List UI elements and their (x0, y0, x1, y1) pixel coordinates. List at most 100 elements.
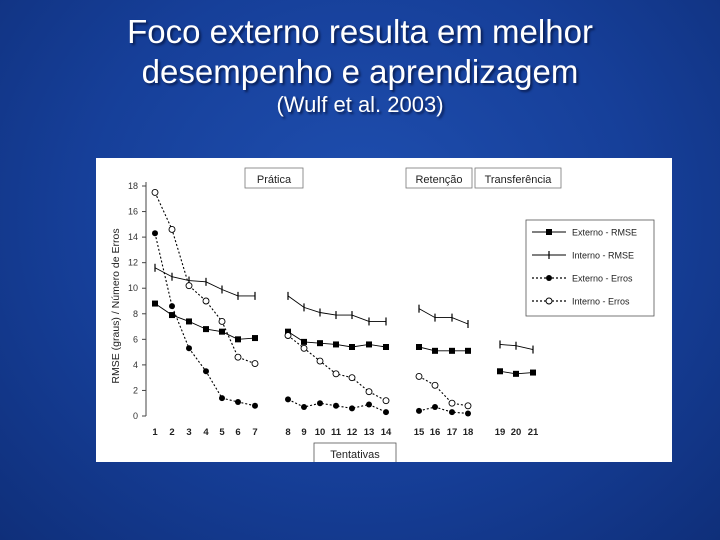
data-point-externo-rmse (416, 344, 422, 350)
x-tick-label: 7 (252, 427, 257, 438)
data-point-interno-erros (300, 344, 308, 352)
y-tick-label: 4 (133, 360, 138, 370)
x-tick-label: 13 (364, 427, 375, 438)
data-point-interno-erros (415, 372, 423, 380)
x-tick-label: 3 (186, 427, 191, 438)
data-point-interno-erros (151, 188, 159, 196)
x-tick-label: 16 (430, 427, 441, 438)
data-point-externo-rmse (366, 341, 372, 348)
data-point-interno-erros (448, 399, 456, 407)
slide-title-line-2: desempenho e aprendizagem (141, 53, 579, 90)
data-point-externo-erros (169, 303, 175, 310)
data-point-externo-rmse (349, 344, 355, 350)
y-axis-title: RMSE (graus) / Número de Erros (110, 228, 122, 383)
data-point-interno-erros (431, 381, 439, 389)
data-point-externo-rmse (465, 347, 471, 354)
x-tick-label: 5 (219, 427, 225, 438)
y-tick-label: 8 (133, 309, 138, 319)
data-point-externo-rmse (203, 326, 209, 333)
data-point-interno-erros (168, 225, 176, 233)
chart-panel: 0 2 4 6 8 10 12 14 16 18 RMSE (graus) / Número de … (96, 158, 672, 464)
data-point-externo-erros (366, 401, 372, 408)
x-tick-label: 19 (495, 427, 506, 438)
series-line-3 (418, 375, 469, 407)
x-tick-label: 8 (285, 427, 290, 438)
data-point-externo-erros (546, 275, 552, 281)
x-tick-label: 15 (414, 427, 425, 438)
legend-entry: Interno - Erros (572, 297, 630, 307)
x-tick-label: 14 (381, 427, 392, 438)
x-tick-label: 2 (169, 427, 174, 438)
x-tick-label: 18 (463, 427, 474, 438)
data-point-externo-erros (203, 368, 209, 375)
series-line-2 (154, 233, 256, 407)
data-point-externo-rmse (152, 300, 158, 307)
data-point-externo-rmse (186, 318, 192, 325)
data-point-externo-erros (285, 396, 291, 403)
data-point-externo-rmse (169, 312, 175, 319)
data-point-externo-rmse (530, 369, 536, 376)
data-point-externo-rmse (301, 338, 307, 345)
x-tick-label: 9 (301, 427, 306, 438)
y-tick-label: 14 (128, 232, 138, 242)
data-point-externo-rmse (219, 328, 225, 335)
data-point-externo-erros (317, 400, 323, 407)
x-axis-title: Tentativas (330, 449, 380, 461)
data-point-externo-erros (416, 407, 422, 414)
data-point-interno-erros (332, 370, 340, 378)
phase-label: Prática (257, 174, 292, 186)
slide-title: Foco externo resulta em melhor desempenh… (0, 12, 720, 92)
data-point-externo-rmse (317, 340, 323, 347)
legend-entry: Externo - RMSE (572, 228, 637, 238)
data-point-interno-erros (284, 332, 292, 339)
x-tick-label: 6 (235, 427, 240, 438)
data-point-externo-erros (432, 404, 438, 411)
y-tick-label: 12 (128, 258, 138, 268)
data-point-interno-erros (316, 357, 324, 365)
data-point-externo-erros (333, 402, 339, 409)
data-point-interno-erros (382, 397, 390, 405)
data-point-interno-erros (545, 297, 553, 305)
data-point-externo-erros (465, 410, 471, 417)
x-tick-label: 4 (203, 427, 209, 438)
data-point-externo-rmse (333, 341, 339, 348)
x-tick-label: 11 (331, 427, 342, 438)
x-tick-label: 1 (152, 427, 158, 438)
y-tick-label: 10 (128, 283, 138, 293)
data-point-externo-erros (252, 402, 258, 409)
series-line-0 (418, 346, 468, 352)
x-tick-label: 17 (447, 427, 458, 438)
x-tick-label: 10 (315, 427, 326, 438)
data-point-externo-rmse (235, 336, 241, 343)
y-tick-label: 18 (128, 181, 138, 191)
data-point-externo-rmse (285, 328, 291, 335)
data-point-interno-erros (348, 374, 356, 382)
y-tick-label: 6 (133, 334, 138, 344)
data-point-externo-rmse (497, 368, 503, 375)
data-point-externo-erros (301, 404, 307, 411)
series-line-1 (287, 295, 386, 322)
data-point-externo-erros (186, 345, 192, 352)
slide-title-line-1: Foco externo resulta em melhor (127, 13, 593, 50)
data-point-interno-erros (185, 282, 193, 290)
x-tick-label: 20 (511, 427, 522, 438)
legend-entry: Interno - RMSE (572, 251, 634, 261)
y-tick-label: 2 (133, 385, 138, 395)
data-point-externo-erros (383, 409, 389, 416)
x-tick-label: 12 (347, 427, 358, 438)
phase-label: Retenção (415, 174, 462, 186)
series-line-2 (418, 406, 469, 414)
data-point-externo-rmse (513, 370, 519, 377)
phase-label: Transferência (485, 174, 553, 186)
data-point-interno-erros (365, 388, 373, 396)
series-line-1 (418, 308, 469, 325)
series-line-1 (154, 267, 255, 297)
data-point-interno-erros (464, 402, 472, 410)
data-point-externo-erros (449, 409, 455, 416)
data-point-interno-erros (234, 353, 242, 361)
legend-entry: Externo - Erros (572, 274, 633, 284)
data-point-interno-erros (251, 360, 259, 368)
data-point-externo-erros (349, 405, 355, 412)
data-point-interno-erros (218, 317, 226, 325)
data-point-interno-erros (202, 297, 210, 305)
